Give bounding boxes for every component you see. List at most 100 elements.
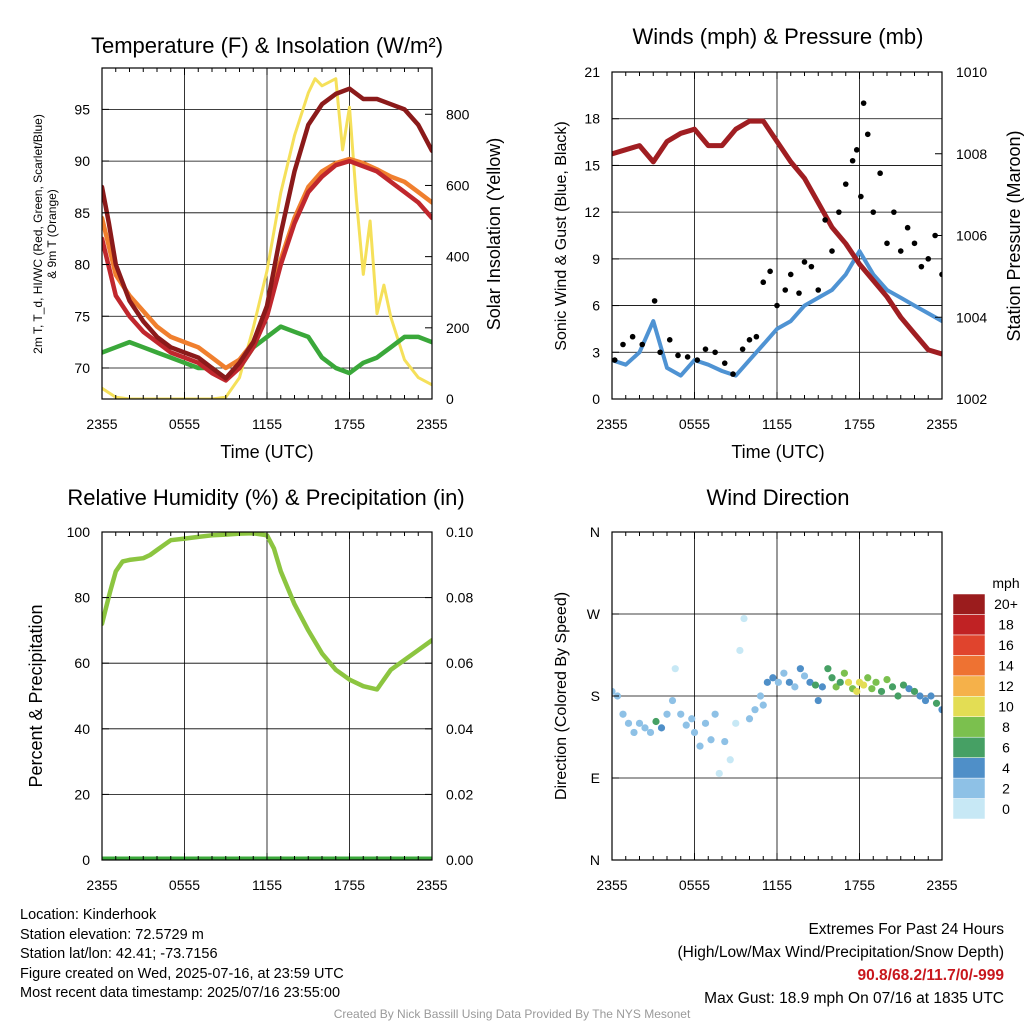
temp-ylabel-left-1: 2m T, T_d, HI/WC (Red, Green, Scarlet/Bl…: [31, 114, 45, 354]
direction-point: [641, 724, 649, 732]
gust-point: [925, 256, 932, 262]
gust-point: [730, 371, 736, 377]
direction-point: [832, 683, 840, 691]
gust-point: [774, 302, 780, 309]
wind-xlabel: Time (UTC): [731, 442, 824, 462]
gust-point: [684, 354, 691, 360]
temp-xtick-label: 0555: [169, 416, 200, 432]
rh-ytick-label: 100: [67, 524, 91, 540]
colorbar-label: 0: [1002, 801, 1010, 817]
direction-point: [860, 681, 868, 689]
dir-series: [612, 614, 942, 778]
colorbar-swatch: [952, 777, 986, 799]
gust-point: [836, 209, 842, 215]
rh-y2tick-label: 0.04: [446, 721, 473, 737]
humidity-panel: Relative Humidity (%) & Precipitation (i…: [26, 485, 473, 893]
wind-series: [612, 100, 942, 378]
colorbar-label: 16: [998, 637, 1014, 653]
gust-point: [721, 360, 728, 366]
colorbar-swatch: [952, 757, 986, 779]
direction-point: [800, 672, 809, 680]
rh-panel-title: Relative Humidity (%) & Precipitation (i…: [67, 485, 464, 510]
direction-point: [732, 719, 740, 727]
rh-xtick-label: 0555: [169, 877, 200, 893]
gust-point: [864, 131, 871, 138]
direction-point: [811, 681, 820, 689]
temp-y2tick-label: 200: [446, 320, 470, 336]
wind-ytick-label: 9: [592, 251, 600, 267]
direction-point: [688, 715, 696, 723]
dir-panel-title: Wind Direction: [706, 485, 849, 510]
direction-point: [646, 728, 655, 737]
temp-ytick-label: 75: [74, 308, 90, 324]
rh-xtick-label: 1755: [334, 877, 365, 893]
direction-point: [868, 685, 876, 693]
direction-point: [818, 683, 826, 691]
direction-point: [715, 769, 723, 778]
direction-point: [635, 719, 644, 727]
colorbar-label: 20+: [994, 596, 1018, 612]
dir-axes: 2355 0555 1155 1755 2355 N E S W N: [587, 524, 958, 893]
dir-ytick-label: S: [591, 688, 600, 704]
gust-point: [694, 357, 701, 363]
station-latlon: Station lat/lon: 42.41; -73.7156: [20, 946, 218, 962]
gust-point: [891, 209, 897, 215]
rh-ytick-label: 40: [74, 721, 90, 737]
gust-point: [939, 271, 942, 278]
gust-point: [829, 248, 835, 254]
direction-point: [630, 728, 638, 737]
rh-y2tick-label: 0.00: [446, 852, 473, 868]
direction-point: [707, 736, 715, 744]
gust-point: [612, 357, 618, 363]
colorbar-label: 14: [998, 658, 1014, 674]
extremes-values: 90.8/68.2/11.7/0/-999: [857, 967, 1004, 984]
station-location: Location: Kinderhook: [20, 907, 157, 923]
gust-point: [651, 298, 658, 304]
rh-ytick-label: 0: [82, 852, 90, 868]
direction-point: [677, 710, 685, 718]
wind-y2tick-label: 1002: [956, 391, 987, 407]
direction-point: [663, 710, 671, 718]
dir-ytick-label: N: [590, 852, 600, 868]
direction-point: [905, 685, 913, 693]
dir-xtick-label: 0555: [679, 877, 710, 893]
rh-xtick-label: 2355: [86, 877, 117, 893]
gust-point: [870, 209, 877, 215]
temp-series: [102, 77, 432, 399]
gust-point: [787, 271, 794, 278]
direction-point: [701, 719, 710, 727]
temperature-panel: Temperature (F) & Insolation (W/m²) 2355…: [31, 33, 504, 462]
gust-point: [753, 333, 760, 340]
gust-point: [897, 248, 904, 254]
direction-point: [888, 683, 897, 691]
colorbar-swatch: [952, 696, 986, 717]
gust-point: [808, 263, 815, 270]
temp-ylabel-left-2: & 9m T (Orange): [45, 189, 59, 279]
direction-point: [721, 737, 729, 746]
temp-series-line: [102, 77, 432, 399]
direction-point: [877, 687, 886, 696]
wind-ytick-label: 3: [592, 344, 600, 360]
wind-grid: [612, 72, 942, 399]
direction-point: [690, 728, 699, 737]
wind-xtick-label: 2355: [596, 416, 627, 432]
wind-xtick-label: 1155: [762, 416, 792, 432]
rh-y2tick-label: 0.02: [446, 786, 473, 802]
colorbar-swatch: [952, 675, 986, 697]
dir-xtick-label: 1155: [762, 877, 792, 893]
direction-point: [872, 678, 880, 686]
direction-point: [751, 706, 759, 714]
colorbar-swatch: [952, 614, 986, 636]
gust-point: [822, 217, 828, 223]
direction-point: [671, 665, 679, 673]
rh-ytick-label: 80: [74, 590, 90, 606]
latest-timestamp: Most recent data timestamp: 2025/07/16 2…: [20, 985, 341, 1001]
direction-point: [763, 678, 771, 686]
temp-series-line: [102, 324, 432, 381]
temp-y2tick-label: 0: [446, 391, 454, 407]
wind-ytick-label: 6: [592, 298, 600, 314]
temp-xtick-label: 1755: [334, 416, 365, 432]
credit-line: Created By Nick Bassill Using Data Provi…: [333, 1007, 691, 1021]
wind-ytick-label: 21: [584, 64, 600, 80]
direction-point: [791, 683, 799, 691]
